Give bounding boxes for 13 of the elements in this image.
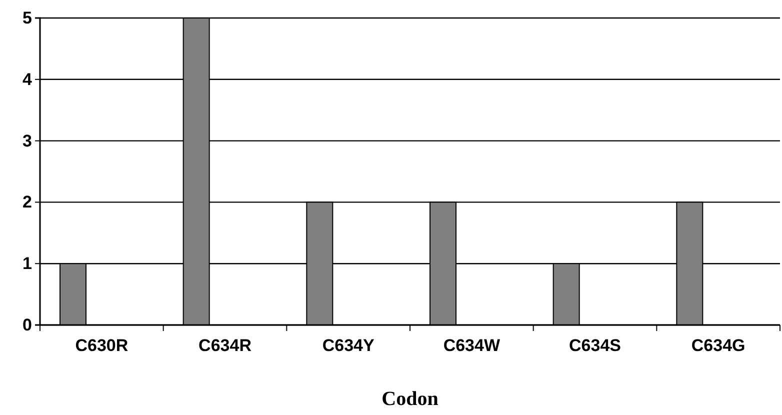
x-axis-title: Codon xyxy=(382,388,438,410)
x-tick-label: C634R xyxy=(198,336,252,356)
y-tick-label: 5 xyxy=(22,8,32,28)
y-tick-label: 0 xyxy=(22,315,32,334)
x-tick-label: C634S xyxy=(569,336,621,356)
y-tick-label: 3 xyxy=(22,131,32,150)
y-tick-label: 1 xyxy=(22,254,32,274)
x-tick-label: C634W xyxy=(443,336,501,356)
y-tick-label: 2 xyxy=(22,192,32,212)
x-tick-label: C634Y xyxy=(322,336,375,356)
x-tick-label: C634G xyxy=(691,336,746,356)
y-tick-label: 4 xyxy=(22,70,33,89)
x-tick-label: C630R xyxy=(75,336,128,356)
